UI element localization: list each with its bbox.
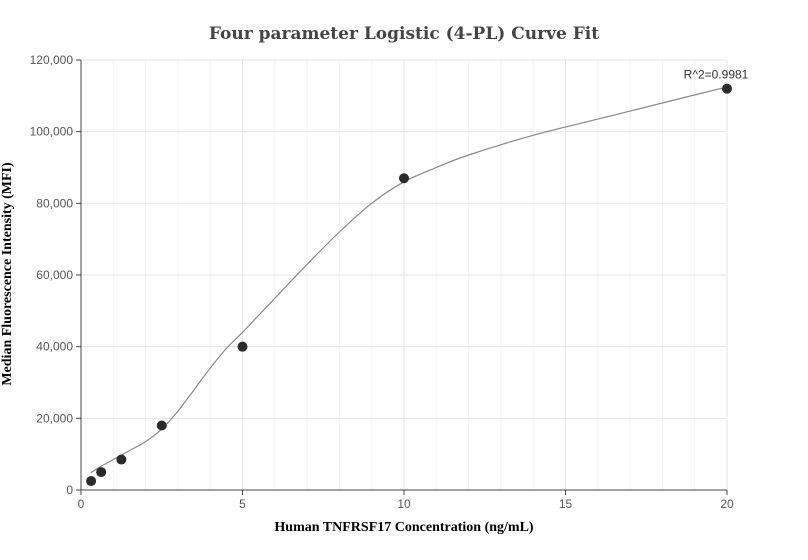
r-squared-annotation: R^2=0.9981 [684, 68, 749, 82]
y-tick-label: 0 [66, 483, 73, 497]
data-point [156, 420, 167, 431]
y-tick-label: 100,000 [30, 125, 74, 139]
axes [76, 59, 728, 495]
tick-labels: 0 5 10 15 20 0 20,000 40,000 60,000 80,000 100,000… [30, 53, 734, 511]
x-tick-label: 20 [720, 497, 734, 511]
data-points [86, 83, 732, 487]
y-tick-label: 20,000 [36, 411, 73, 425]
x-tick-label: 0 [78, 497, 85, 511]
x-tick-label: 10 [397, 497, 411, 511]
chart-title: Four parameter Logistic (4-PL) Curve Fit [209, 24, 599, 44]
y-tick-label: 60,000 [36, 268, 73, 282]
y-tick-label: 40,000 [36, 340, 73, 354]
data-point [722, 83, 732, 94]
y-tick-label: 80,000 [36, 196, 73, 210]
data-point [399, 173, 409, 184]
data-point [237, 341, 248, 352]
y-tick-label: 120,000 [30, 53, 74, 67]
x-tick-label: 5 [239, 497, 246, 511]
data-point [116, 454, 127, 465]
x-axis-title: Human TNFRSF17 Concentration (ng/mL) [274, 520, 533, 535]
x-tick-label: 15 [559, 497, 573, 511]
fit-curve-line [90, 86, 728, 474]
data-point [96, 467, 107, 478]
data-point [86, 476, 97, 487]
grid [81, 59, 728, 490]
y-axis-title: Median Fluorescence Intensity (MFI) [0, 162, 15, 386]
